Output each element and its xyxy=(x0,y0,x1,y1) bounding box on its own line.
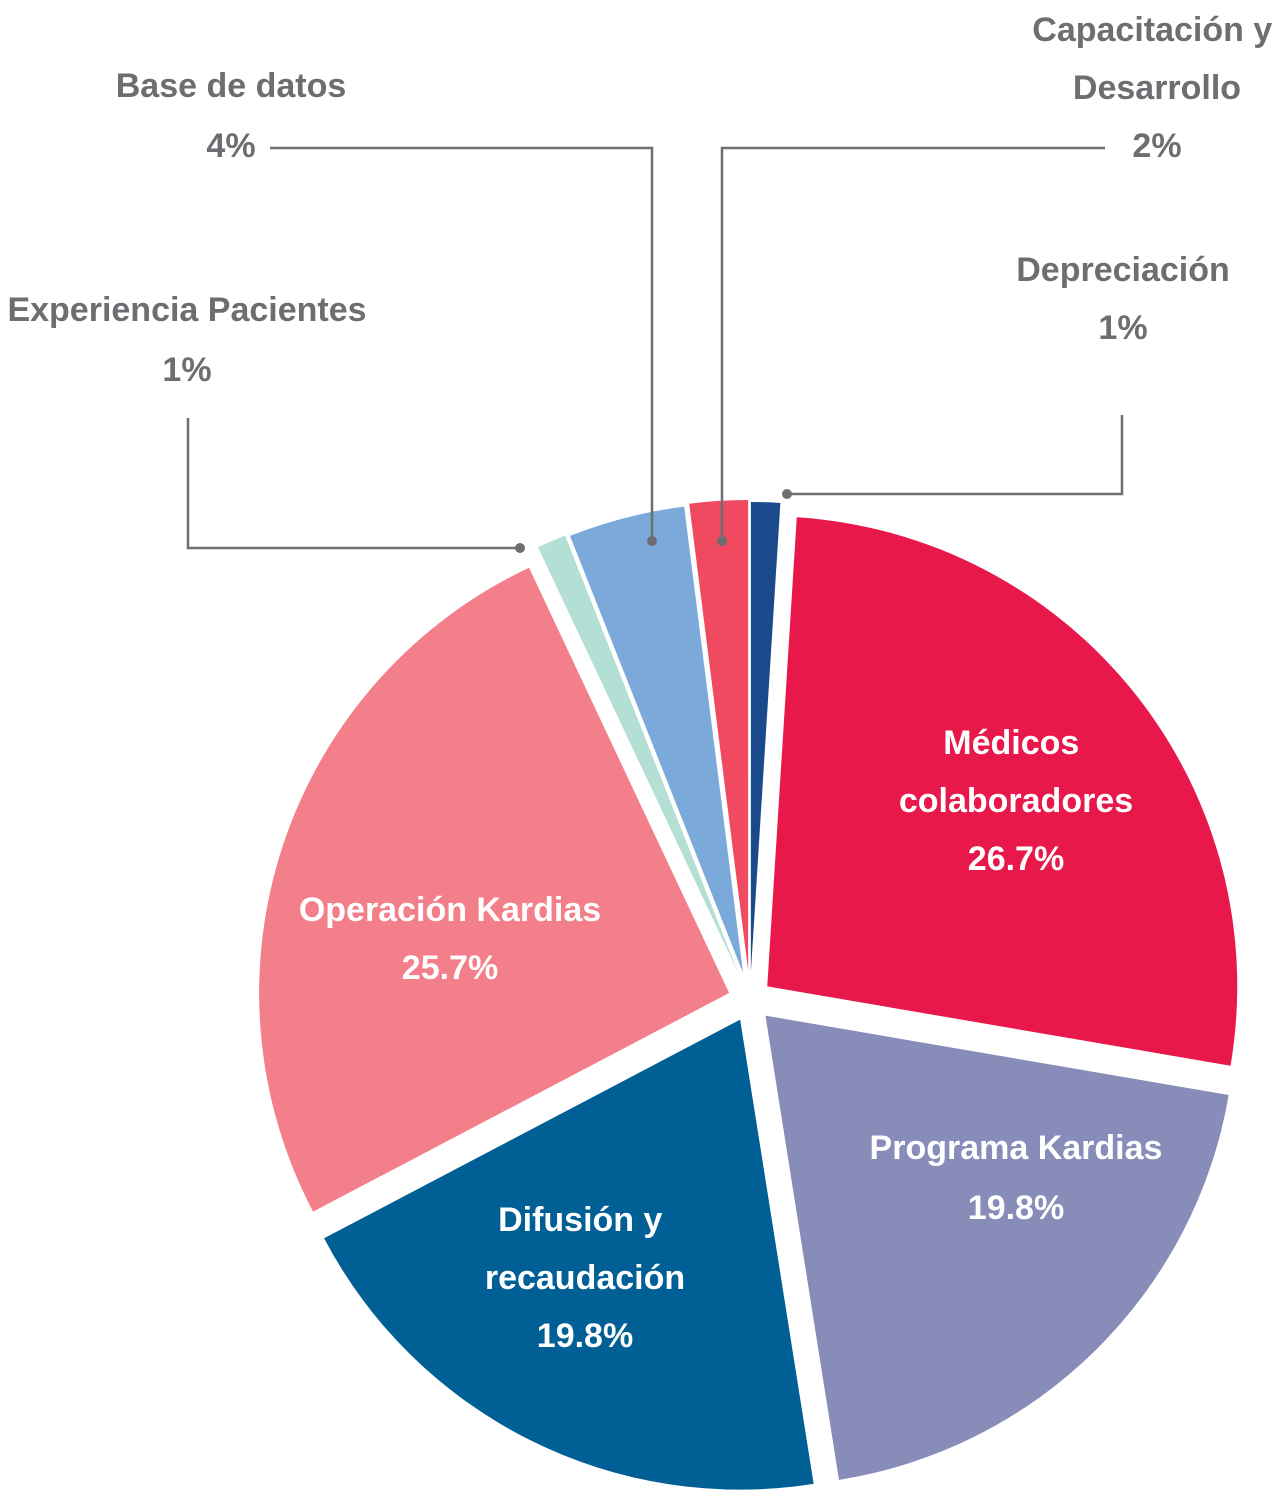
leader-dot xyxy=(515,543,525,553)
pie-slice xyxy=(750,502,781,973)
pie-slice xyxy=(767,517,1238,1066)
category-label: Difusión y recaudación xyxy=(485,1201,685,1297)
category-label: Programa Kardias xyxy=(870,1129,1163,1167)
pie-slice xyxy=(765,1015,1229,1480)
value-label: 26.7% xyxy=(968,840,1064,878)
leader-line xyxy=(186,418,520,550)
category-label: Depreciación xyxy=(1016,251,1230,289)
label-line: Médicos xyxy=(943,724,1088,762)
label-line: Difusión y xyxy=(498,1201,672,1239)
pie-slice xyxy=(570,506,744,973)
pie-slice xyxy=(324,1019,814,1490)
label-line: colaboradores xyxy=(899,782,1133,820)
value-label: 1% xyxy=(1098,309,1147,347)
value-label: 1% xyxy=(162,351,211,389)
category-label: Capacitación y Desarrollo xyxy=(1032,11,1281,107)
label-line: Capacitación y xyxy=(1032,11,1281,49)
leader-line xyxy=(720,146,1105,541)
pie-slice xyxy=(259,567,730,1212)
value-label: 2% xyxy=(1132,127,1181,165)
leader-line xyxy=(270,146,654,541)
value-label: 19.8% xyxy=(968,1189,1064,1227)
leader-dot xyxy=(717,536,727,546)
category-label: Base de datos xyxy=(116,67,347,105)
value-label: 25.7% xyxy=(402,949,498,987)
leader-dot xyxy=(782,489,792,499)
label-line: Desarrollo xyxy=(1073,69,1241,107)
value-label: 19.8% xyxy=(537,1317,633,1355)
leader-dot xyxy=(647,536,657,546)
category-label: Médicos colaboradores xyxy=(899,724,1133,820)
category-label: Experiencia Pacientes xyxy=(7,291,366,329)
pie-slice xyxy=(689,500,749,971)
label-line: recaudación xyxy=(485,1259,685,1297)
value-label: 4% xyxy=(206,127,255,165)
pie-slice xyxy=(537,535,739,973)
leader-line xyxy=(787,415,1124,496)
category-label: Operación Kardias xyxy=(299,891,601,929)
